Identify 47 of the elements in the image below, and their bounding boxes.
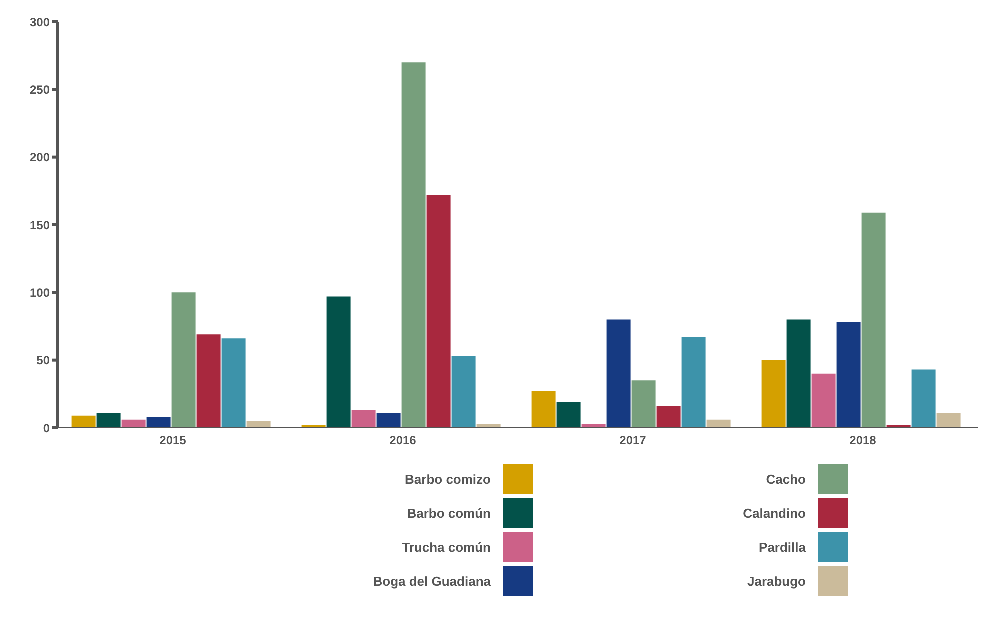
bar <box>912 370 936 428</box>
bar <box>556 402 581 428</box>
bar <box>246 421 271 428</box>
legend-label: Calandino <box>743 506 806 520</box>
x-tick-label: 2018 <box>850 434 877 448</box>
bar <box>146 417 171 428</box>
bar <box>402 62 426 428</box>
bar <box>656 406 681 428</box>
bar <box>376 413 401 428</box>
bar <box>632 380 656 428</box>
bar <box>122 420 146 428</box>
bar <box>936 413 961 428</box>
bar <box>706 420 731 428</box>
y-tick-label: 150 <box>30 218 50 232</box>
bar <box>786 320 811 428</box>
x-tick-label: 2015 <box>160 434 187 448</box>
bar <box>812 374 836 428</box>
legend-label: Barbo común <box>407 506 491 520</box>
y-tick-label: 100 <box>30 286 50 300</box>
bar <box>426 195 451 428</box>
y-tick-label: 300 <box>30 15 50 30</box>
bar <box>352 410 376 428</box>
bar <box>196 334 221 428</box>
bar <box>72 416 96 428</box>
bar <box>452 356 476 428</box>
bar <box>532 391 556 428</box>
bar <box>682 337 706 428</box>
legend-label: Pardilla <box>759 540 806 554</box>
legend-label: Boga del Guadiana <box>373 574 491 588</box>
x-tick-label: 2016 <box>390 434 417 448</box>
bar <box>222 338 246 428</box>
legend-label: Trucha común <box>402 540 491 554</box>
bar <box>326 296 351 428</box>
legend-label: Cacho <box>766 472 806 486</box>
y-tick-label: 50 <box>36 354 50 368</box>
legend-label: Barbo comizo <box>405 472 491 486</box>
bar <box>836 322 861 428</box>
bar <box>172 292 196 428</box>
bar <box>606 320 631 428</box>
bar <box>862 212 886 428</box>
y-tick-label: 0 <box>43 421 50 436</box>
x-tick-label: 2017 <box>620 434 647 448</box>
y-tick-label: 250 <box>30 82 50 97</box>
bar <box>762 360 786 428</box>
legend-label: Jarabugo <box>747 574 806 588</box>
bar <box>96 413 121 428</box>
y-tick-label: 200 <box>30 150 50 165</box>
